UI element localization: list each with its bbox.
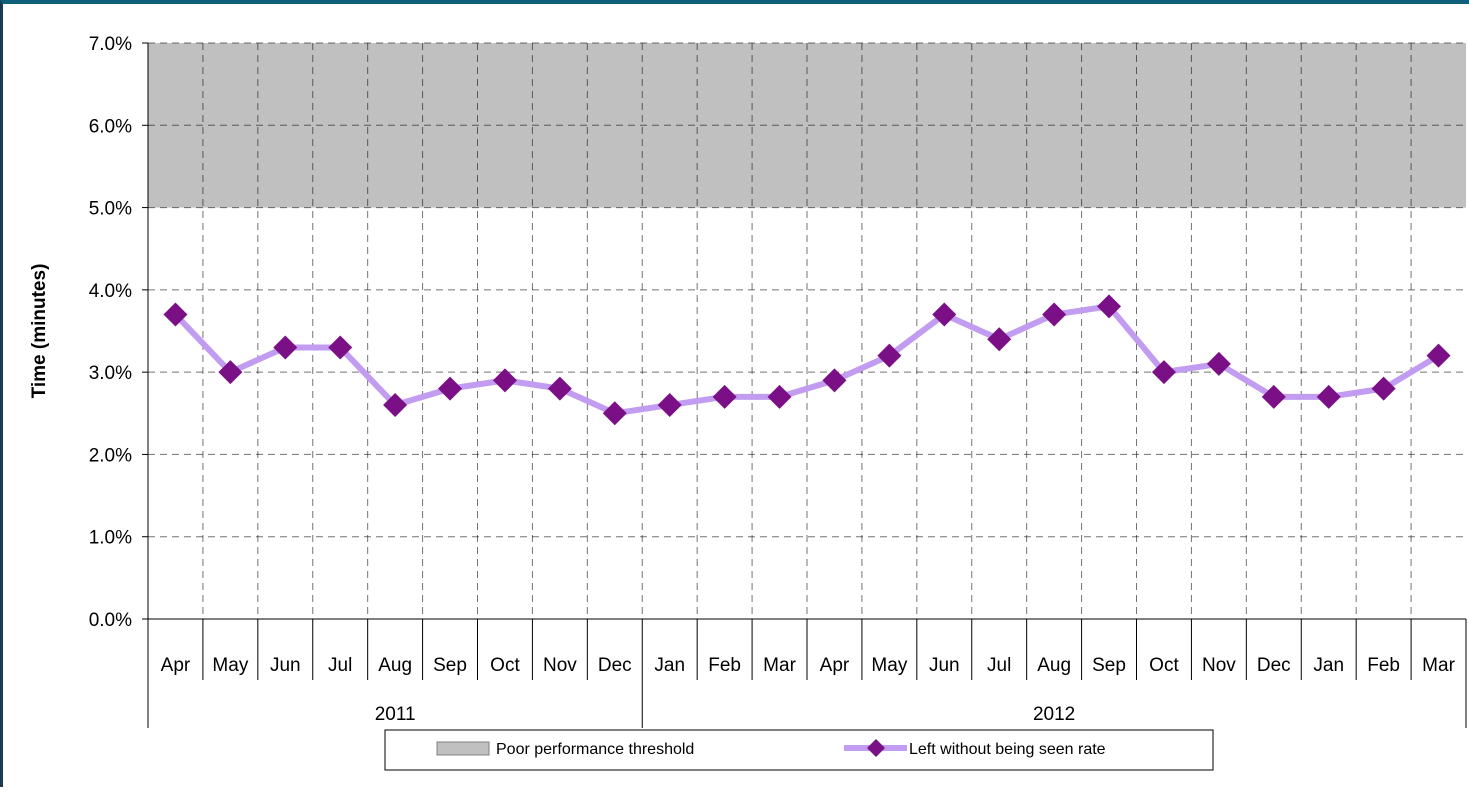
series-line: [173, 303, 1441, 417]
x-tick-label: Nov: [1202, 655, 1236, 676]
x-tick-label: Jan: [1313, 655, 1344, 676]
x-tick-label: Dec: [1257, 655, 1291, 676]
data-point-marker: [1316, 384, 1341, 409]
x-tick-label: Apr: [161, 655, 191, 676]
x-tick-label: Jul: [328, 655, 352, 676]
year-group-label: 2011: [375, 704, 416, 725]
y-tick-label: 2.0%: [89, 445, 132, 466]
data-point-marker: [1042, 302, 1067, 327]
x-tick-label: Dec: [598, 655, 632, 676]
y-tick-label: 0.0%: [89, 610, 132, 631]
data-point-marker: [328, 335, 353, 360]
data-point-marker: [657, 393, 682, 418]
x-tick-label: Oct: [1149, 655, 1179, 676]
x-tick-label: Mar: [1422, 655, 1455, 676]
data-point-marker: [1097, 294, 1122, 319]
y-tick-label: 7.0%: [89, 34, 132, 55]
data-point-marker: [1426, 343, 1451, 368]
legend: Poor performance threshold Left without …: [384, 729, 1214, 771]
legend-swatch-marker: [867, 739, 885, 757]
data-point-marker: [987, 327, 1012, 352]
legend-box: [384, 729, 1214, 771]
legend-swatch-threshold: [436, 741, 490, 756]
data-point-marker: [712, 384, 737, 409]
y-axis-label: Time (minutes): [29, 264, 50, 399]
data-point-marker: [547, 376, 572, 401]
x-tick-label: May: [212, 655, 248, 676]
data-point-marker: [932, 302, 957, 327]
legend-label-series: Left without being seen rate: [909, 741, 1106, 758]
data-point-marker: [273, 335, 298, 360]
x-tick-label: Jan: [654, 655, 685, 676]
data-point-marker: [1151, 360, 1176, 385]
data-point-marker: [767, 384, 792, 409]
y-tick-label: 6.0%: [89, 116, 132, 137]
x-tick-label: Sep: [1092, 655, 1126, 676]
data-point-marker: [877, 343, 902, 368]
x-tick-label: Feb: [1367, 655, 1400, 676]
data-point-marker: [383, 393, 408, 418]
x-tick-label: May: [871, 655, 907, 676]
data-point-marker: [163, 302, 188, 327]
data-point-marker: [1371, 376, 1396, 401]
data-point-marker: [218, 360, 243, 385]
x-tick-label: Jul: [987, 655, 1011, 676]
data-point-marker: [822, 368, 847, 393]
x-tick-label: Feb: [708, 655, 741, 676]
x-tick-label: Jun: [270, 655, 301, 676]
y-tick-label: 3.0%: [89, 363, 132, 384]
data-point-marker: [1206, 351, 1231, 376]
data-point-marker: [602, 401, 627, 426]
x-tick-label: Aug: [378, 655, 412, 676]
data-point-marker: [492, 368, 517, 393]
year-group-label: 2012: [1033, 704, 1075, 725]
x-tick-label: Aug: [1037, 655, 1071, 676]
x-tick-label: Jun: [929, 655, 960, 676]
x-tick-label: Sep: [433, 655, 467, 676]
data-point-marker: [438, 376, 463, 401]
x-tick-label: Mar: [763, 655, 796, 676]
line-chart: 0.0% 1.0% 2.0% 3.0% 4.0% 5.0% 6.0% 7.0% Apr May J…: [29, 34, 1467, 771]
y-tick-label: 1.0%: [89, 528, 132, 549]
data-point-marker: [1261, 384, 1286, 409]
y-tick-label: 4.0%: [89, 281, 132, 302]
y-tick-label: 5.0%: [89, 199, 132, 220]
x-tick-label: Oct: [490, 655, 520, 676]
x-tick-label: Apr: [820, 655, 850, 676]
legend-label-threshold: Poor performance threshold: [496, 741, 694, 758]
x-tick-label: Nov: [543, 655, 577, 676]
